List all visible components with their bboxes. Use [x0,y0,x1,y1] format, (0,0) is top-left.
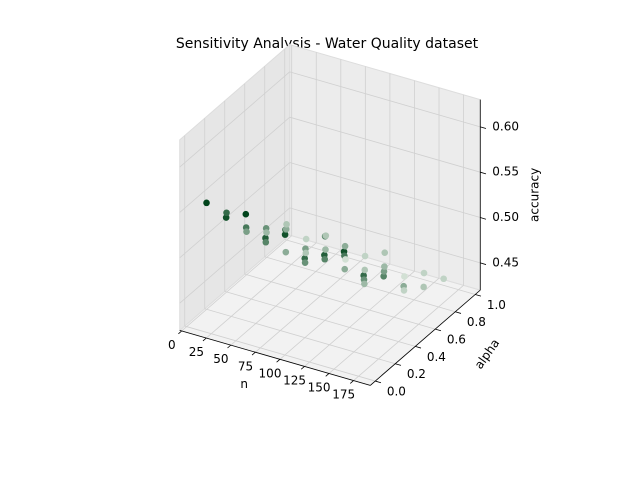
tick-mark [375,380,382,384]
grid-line [184,325,376,382]
z-tick-label: 0.60 [492,119,519,133]
tick-mark [480,126,487,129]
grid-line [289,162,481,218]
grid-line [244,273,436,330]
grid-line [181,235,292,332]
point [301,259,309,266]
point [282,225,290,233]
tick-mark [350,380,354,384]
tick-mark [276,359,281,363]
tick-mark [202,337,207,342]
tick-mark [325,373,330,377]
y-axis-label: alpha [472,336,503,371]
point [381,263,388,270]
point [440,275,447,283]
grid-line [289,116,481,173]
point [283,221,290,228]
x-tick-label: 150 [308,381,331,395]
grid-line [279,263,391,360]
grid-line [264,256,456,313]
point [321,255,329,263]
grid-line [179,71,291,168]
point [380,268,388,275]
point [282,248,290,256]
grid-line [353,285,464,381]
point [420,283,427,291]
tick-mark [395,363,402,366]
grid-line [230,249,342,346]
tick-mark [415,346,422,349]
y-tick-label: 0.6 [447,333,466,347]
tick-mark [480,262,487,265]
x-tick-label: 75 [238,359,253,373]
grid-line [204,308,396,365]
point [341,265,349,273]
point [341,242,349,250]
x-tick-label: 25 [189,345,204,359]
x-tick-label: 175 [332,388,355,402]
point [361,252,369,260]
point [203,199,210,207]
x-tick-label: 0 [168,338,176,352]
tick-mark [480,171,487,175]
point [263,229,270,236]
grid-line [179,162,291,259]
z-tick-label: 0.55 [492,165,519,179]
grid-line [328,277,440,374]
tick-mark [300,366,305,370]
z-tick-label: 0.45 [492,255,519,269]
grid-line [179,116,291,213]
point [342,256,349,263]
x-axis [179,330,371,386]
y-axis [369,289,481,386]
point [322,232,330,239]
x-axis-label: n [240,377,248,391]
point [322,246,329,253]
tick-mark [480,217,487,220]
z-axis-label: accuracy [528,168,542,222]
point [262,238,270,246]
point [242,210,250,218]
point [223,209,230,217]
grid-line [284,239,476,295]
point [361,280,368,288]
grid-line [255,256,366,353]
tick-mark [178,330,182,335]
grid-line [304,270,415,367]
chart-title: Sensitivity Analysis - Water Quality dat… [176,36,479,52]
tick-mark [455,311,462,314]
point [281,231,289,238]
tick-mark [475,294,482,297]
point [381,249,389,256]
tick-mark [251,351,256,356]
z-tick-label: 0.50 [492,210,519,224]
y-tick-label: 0.2 [407,367,426,381]
tick-mark [435,328,442,332]
x-tick-label: 100 [259,366,282,380]
tick-mark [227,344,232,349]
grid-line [289,71,481,128]
x-tick-label: 50 [213,352,228,366]
grid-line [179,207,291,304]
point [361,266,369,274]
point [420,269,428,277]
y-tick-label: 0.8 [467,315,486,329]
y-tick-label: 1.0 [487,298,506,312]
grid-line [289,207,481,264]
point [380,272,387,280]
point [243,228,250,236]
y-tick-label: 0.4 [427,350,446,364]
point [302,235,310,243]
point [401,273,408,280]
point [222,214,230,221]
y-tick-label: 0.0 [387,385,406,399]
point [400,287,408,294]
grid-line [205,242,317,339]
grid-line [224,291,416,347]
point [302,249,310,257]
x-tick-label: 125 [283,373,306,387]
